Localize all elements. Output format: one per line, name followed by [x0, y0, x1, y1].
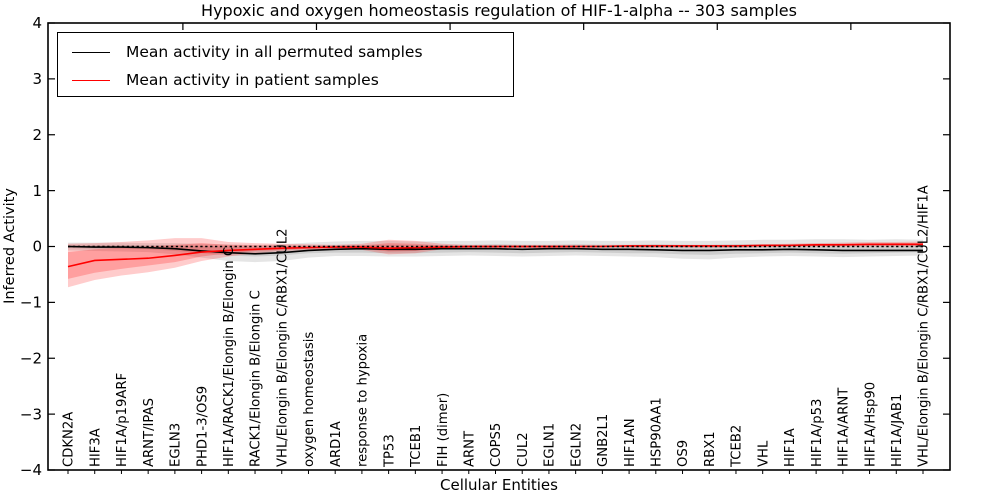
y-tick-label: 0 — [32, 238, 42, 256]
x-tick-label: ARNT — [462, 430, 477, 467]
x-tick-label: HIF1A/p19ARF — [115, 373, 130, 467]
x-tick-label: HIF1A — [783, 428, 798, 467]
legend-label-permuted: Mean activity in all permuted samples — [126, 43, 423, 61]
y-tick-label: 4 — [32, 14, 42, 32]
y-tick-label: −1 — [20, 294, 42, 312]
x-tick-label: HIF1A/p53 — [810, 399, 825, 467]
x-tick-label: RACK1/Elongin B/Elongin C — [249, 290, 264, 467]
x-tick-label: HIF1A/RACK1/Elongin B/Elongin C — [222, 247, 237, 467]
x-tick-label: GNB2L1 — [596, 414, 611, 467]
x-tick-label: HIF1A/Hsp90 — [863, 382, 878, 467]
x-tick-label: HIF1A/ARNT — [837, 387, 852, 467]
y-tick-label: −4 — [20, 461, 42, 479]
x-tick-label: HSP90AA1 — [650, 397, 665, 467]
legend-entry-permuted: Mean activity in all permuted samples — [58, 38, 513, 66]
legend-entry-patient: Mean activity in patient samples — [58, 66, 513, 94]
x-tick-label: CDKN2A — [62, 412, 77, 467]
y-tick-label: 2 — [32, 126, 42, 144]
legend-label-patient: Mean activity in patient samples — [126, 71, 379, 89]
chart-title: Hypoxic and oxygen homeostasis regulatio… — [201, 1, 797, 20]
x-tick-label: response to hypoxia — [356, 334, 371, 467]
x-tick-label: FIH (dimer) — [436, 393, 451, 467]
x-tick-label: TCEB2 — [730, 425, 745, 468]
permuted-line-swatch — [72, 51, 110, 53]
x-tick-label: oxygen homeostasis — [302, 332, 317, 467]
x-tick-label: PHD1-3/OS9 — [195, 386, 210, 467]
x-tick-label: HIF1A/JAB1 — [890, 394, 905, 467]
patient-line-swatch — [72, 79, 110, 81]
x-tick-label: EGLN1 — [543, 423, 558, 467]
x-tick-label: HIF1AN — [623, 418, 638, 467]
x-tick-label: HIF3A — [88, 428, 103, 467]
x-tick-label: ARNT/IPAS — [142, 398, 157, 467]
x-tick-label: EGLN2 — [569, 423, 584, 467]
y-tick-label: 3 — [32, 70, 42, 88]
legend: Mean activity in all permuted samples Me… — [57, 32, 514, 97]
x-axis-label: Cellular Entities — [440, 476, 558, 494]
y-tick-label: 1 — [32, 182, 42, 200]
x-tick-label: TP53 — [382, 434, 397, 468]
x-tick-label: VHL — [756, 440, 771, 467]
y-tick-label: −2 — [20, 349, 42, 367]
permuted-band-outer — [68, 239, 923, 263]
x-tick-label: ARD1A — [329, 421, 344, 467]
x-tick-label: OS9 — [676, 440, 691, 467]
x-tick-label: COPS5 — [489, 423, 504, 467]
x-tick-label: CUL2 — [516, 432, 531, 467]
x-tick-label: EGLN3 — [169, 423, 184, 467]
x-tick-label: VHL/Elongin B/Elongin C/RBX1/CUL2/HIF1A — [917, 185, 932, 467]
x-tick-label: TCEB1 — [409, 425, 424, 468]
y-tick-label: −3 — [20, 405, 42, 423]
x-tick-label: VHL/Elongin B/Elongin C/RBX1/CUL2 — [275, 228, 290, 467]
x-tick-label: RBX1 — [703, 431, 718, 467]
patient-band-outer — [68, 238, 923, 288]
